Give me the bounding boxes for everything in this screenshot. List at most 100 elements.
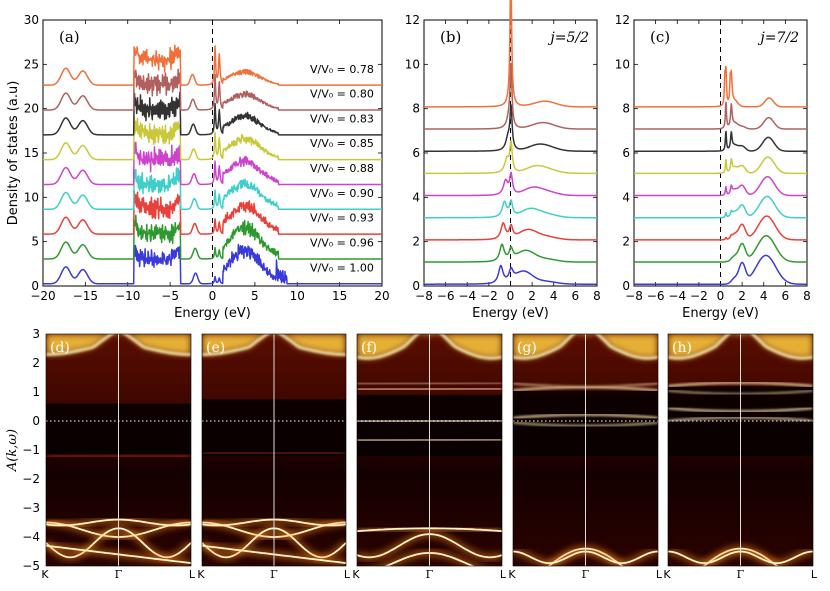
kpath-label: L [656,568,663,581]
x-tick-label: −5 [161,289,179,303]
kpath-label: L [811,568,818,581]
conduction-glow [357,334,502,359]
spectral-panel-3: (g) K Γ L [508,333,663,581]
jdos-curve-5 [423,140,598,175]
x-tick-label: 20 [374,289,389,303]
x-tick-label: −2 [480,289,498,303]
conduction-band [513,334,658,360]
y-tick-label: 10 [615,57,630,71]
x-axis-label: Energy (eV) [682,306,759,321]
panel-label: (b) [440,28,461,46]
jdos-curve-2 [423,222,598,241]
series-label: V/V₀ = 0.93 [310,212,374,225]
spectral-panel-label: (g) [517,340,537,356]
series-label: V/V₀ = 0.85 [310,137,374,150]
x-tick-label: 4 [760,289,768,303]
jdos-curve-0 [423,264,598,285]
dos-curve-6 [42,91,383,136]
conduction-glow [513,334,658,359]
x-tick-label: −6 [647,289,665,303]
kpath-label: Γ [270,568,278,581]
x-tick-label: 2 [528,289,536,303]
jdos-curve-0 [633,254,808,285]
kpath-label: Γ [426,568,434,581]
series-label: V/V₀ = 0.78 [310,63,374,76]
spectral-y-tick-label: 1 [32,385,40,399]
spectral-y-tick-label: −2 [22,472,40,486]
y-tick-label: 8 [412,102,420,116]
series-label: V/V₀ = 0.90 [310,187,374,200]
conduction-band [46,334,191,356]
spectral-y-axis-label: A(k,ω) [5,429,20,472]
y-tick-label: 25 [24,57,39,71]
y-tick-label: 15 [24,146,39,160]
jdos-curve-1 [423,243,598,263]
panel-annotation: j=5/2 [547,30,589,46]
conduction-band [357,334,502,360]
kpath-label: L [500,568,507,581]
dos-curve-3 [42,167,383,211]
y-tick-label: 0 [412,279,420,293]
panel-label: (a) [59,28,80,46]
spectral-y-tick-label: 3 [32,327,40,341]
x-tick-label: 8 [803,289,811,303]
spectral-panel-0: (d) K Γ L [41,333,196,581]
spectral-panel-1: (e) K Γ L [197,333,351,581]
spectral-y-tick-label: −5 [22,559,40,573]
x-tick-label: 6 [572,289,580,303]
x-tick-label: 0 [717,289,725,303]
panel-annotation: j=7/2 [757,30,799,46]
spectral-panel-label: (h) [672,340,692,356]
x-axis-label: Energy (eV) [472,306,549,321]
jdos-curve-7 [633,101,808,130]
spectral-frame [201,333,347,567]
y-tick-label: 4 [412,190,420,204]
y-tick-label: 6 [412,146,420,160]
spectral-y-tick-label: 2 [32,356,40,370]
spectral-panel-2: (f) K Γ L [352,333,507,581]
x-tick-label: 10 [290,289,305,303]
x-tick-label: −4 [458,289,476,303]
jdos-curve-3 [633,195,808,219]
y-tick-label: 30 [24,13,39,27]
spectral-panel-label: (d) [50,340,70,356]
y-axis-label: Density of states (a.u) [6,81,21,226]
jdos-curve-5 [633,156,808,175]
jdos-curve-8 [423,0,598,108]
jdos-curve-2 [633,215,808,241]
conduction-glow [668,334,813,359]
series-label: V/V₀ = 0.88 [310,162,374,175]
x-tick-label: −6 [437,289,455,303]
jdos-curve-7 [423,62,598,130]
y-tick-label: 2 [622,235,630,249]
spectral-y-tick-label: −3 [22,501,40,515]
spectral-panel-4: (h) K Γ L [663,333,818,581]
x-tick-label: −15 [73,289,98,303]
y-tick-label: 5 [31,235,39,249]
dos-curve-0 [42,243,383,285]
jdos-curve-8 [633,65,808,108]
y-tick-label: 20 [24,102,39,116]
x-tick-label: −2 [690,289,708,303]
dos-curve-5 [42,115,383,161]
dos-curve-4 [42,141,383,186]
spectral-frame [45,333,192,567]
y-tick-label: 8 [622,102,630,116]
dos-curve-2 [42,189,383,235]
panel-a: −20 −15 −10 −5 0 5 10 15 20 0 5 10 15 20 25 30 Energy (e… [6,13,390,321]
x-tick-label: 4 [550,289,558,303]
spectral-frame [356,333,503,567]
y-tick-label: 4 [622,190,630,204]
jdos-curve-6 [633,130,808,152]
x-tick-label: 5 [251,289,259,303]
spectral-frame [667,333,814,567]
x-tick-label: −8 [625,289,643,303]
jdos-curve-4 [633,175,808,197]
kpath-label: L [344,568,351,581]
y-tick-label: 10 [405,57,420,71]
dos-curve-1 [42,214,383,260]
